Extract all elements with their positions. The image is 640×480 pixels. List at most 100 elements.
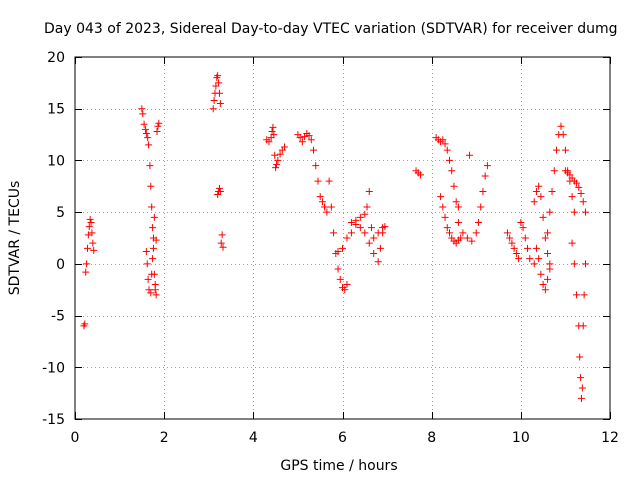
data-point: [316, 193, 324, 201]
data-point: [577, 190, 585, 198]
data-point: [145, 286, 153, 294]
data-point: [561, 146, 569, 154]
data-point: [575, 183, 583, 191]
series-arc-12: [432, 134, 465, 242]
data-point: [532, 187, 540, 195]
data-point: [553, 146, 560, 154]
data-point: [347, 229, 355, 237]
data-point: [450, 182, 458, 190]
data-point: [271, 151, 279, 159]
data-point: [379, 229, 387, 237]
data-point: [503, 229, 511, 237]
data-point: [550, 167, 558, 175]
data-point: [376, 244, 384, 252]
data-point: [215, 79, 223, 87]
data-point: [145, 141, 153, 149]
data-point: [544, 275, 552, 283]
data-point: [441, 213, 449, 221]
data-point: [146, 162, 154, 170]
data-point: [477, 203, 485, 211]
data-point: [142, 247, 150, 255]
data-point: [579, 322, 587, 330]
data-point: [521, 234, 529, 242]
data-point: [365, 187, 373, 195]
x-tick-labels: 0 2 4 6 8 10 12: [71, 430, 619, 446]
x-tick-label: 2: [160, 430, 169, 446]
data-point: [88, 229, 96, 237]
data-point: [318, 198, 326, 206]
data-point: [443, 224, 451, 232]
plot-frame: [74, 56, 611, 420]
data-point: [155, 119, 163, 127]
data-point: [148, 203, 156, 211]
x-tick-label: 12: [601, 430, 619, 446]
data-point: [215, 89, 223, 97]
data-point: [580, 291, 588, 299]
data-point: [481, 172, 489, 180]
data-point: [472, 229, 480, 237]
data-point: [147, 289, 155, 297]
data-point: [437, 193, 445, 201]
data-point: [367, 224, 375, 232]
y-tick-label: -5: [51, 309, 65, 325]
data-point: [535, 255, 543, 263]
data-point: [89, 239, 97, 247]
data-point: [517, 218, 525, 226]
series-arc-11: [412, 167, 425, 179]
data-point: [452, 198, 460, 206]
data-point: [524, 244, 532, 252]
data-point: [314, 177, 322, 185]
data-point: [417, 171, 425, 179]
series-arc-20: [568, 239, 589, 402]
series-arc-1: [80, 215, 98, 330]
data-point: [149, 244, 157, 252]
data-point: [361, 210, 369, 218]
data-point: [448, 167, 456, 175]
series-arc-8: [321, 177, 351, 294]
data-point: [82, 268, 90, 276]
data-point: [218, 231, 226, 239]
data-point: [143, 260, 151, 268]
data-point: [217, 239, 225, 247]
data-point: [210, 96, 218, 104]
series-arc-2: [138, 105, 163, 299]
data-point: [276, 150, 284, 158]
data-point: [343, 234, 351, 242]
y-axis-label: SDTVAR / TECUs: [7, 181, 23, 296]
data-point: [363, 203, 371, 211]
data-point: [323, 208, 331, 216]
data-point: [216, 100, 224, 108]
data-point: [298, 138, 306, 146]
data-point: [454, 236, 462, 244]
data-point: [468, 237, 476, 245]
data-point: [577, 374, 585, 382]
data-point: [581, 260, 589, 268]
data-point: [219, 243, 227, 251]
data-point: [268, 127, 276, 135]
data-point: [568, 239, 576, 247]
data-point: [325, 177, 333, 185]
data-point: [526, 255, 534, 263]
data-point: [532, 244, 540, 252]
series-arc-13: [437, 193, 462, 247]
data-point: [152, 291, 160, 299]
data-point: [546, 208, 554, 216]
data-point: [153, 127, 161, 135]
data-point: [138, 105, 146, 113]
data-point: [273, 161, 281, 169]
data-point: [321, 203, 329, 211]
data-point: [479, 187, 487, 195]
data-point: [578, 384, 586, 392]
series-arc-10: [347, 216, 389, 266]
x-tick-label: 0: [71, 430, 80, 446]
x-axis-label: GPS time / hours: [280, 458, 397, 474]
data-point: [361, 229, 369, 237]
y-tick-label: 20: [47, 50, 65, 66]
data-point: [573, 291, 581, 299]
data-point: [374, 258, 382, 266]
series-arc-6: [263, 123, 289, 172]
data-point: [515, 255, 523, 263]
data-point: [519, 224, 527, 232]
data-point: [530, 260, 538, 268]
